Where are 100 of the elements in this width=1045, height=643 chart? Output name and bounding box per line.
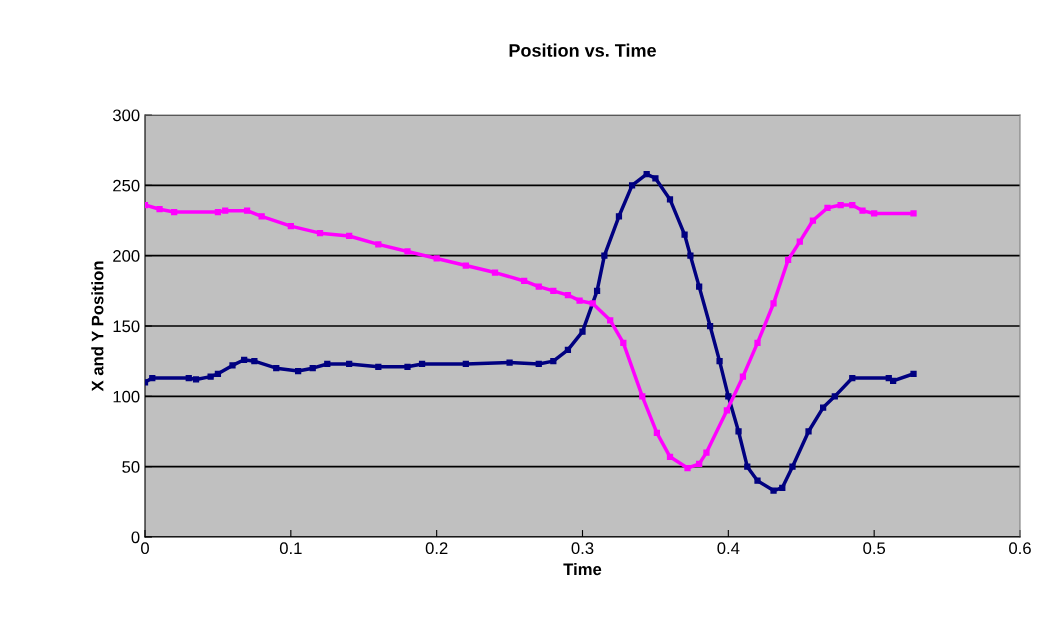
point (889, 377, 897, 384)
point (316, 230, 324, 237)
point (156, 206, 163, 213)
y-axis-title: X and Y Position (91, 261, 104, 392)
point (207, 373, 214, 380)
x-tick-label: 0.5 (863, 542, 886, 555)
point (770, 487, 777, 494)
point (628, 182, 636, 189)
point (535, 360, 542, 368)
point (696, 283, 703, 290)
point (666, 453, 674, 460)
point (809, 217, 817, 224)
point (716, 358, 723, 365)
point (222, 207, 229, 214)
x-tick-label: 0.3 (571, 542, 594, 555)
x-tick-label: 0.6 (1009, 542, 1031, 555)
point (684, 464, 691, 472)
point (754, 339, 761, 347)
x-axis-title: Time (563, 562, 602, 576)
point (725, 393, 732, 400)
point (346, 360, 353, 368)
point (652, 175, 659, 182)
point (696, 460, 703, 467)
point (666, 196, 674, 203)
point (258, 213, 265, 220)
point (653, 429, 661, 437)
point (375, 241, 382, 248)
point (185, 374, 192, 382)
point (620, 339, 627, 347)
x-tick-label: 0.1 (279, 542, 302, 555)
point (643, 170, 650, 178)
x-tick-label: 0.2 (425, 542, 448, 555)
point (462, 262, 469, 269)
point (346, 232, 353, 240)
point (849, 374, 856, 382)
point (251, 358, 258, 365)
point (564, 346, 572, 354)
point (789, 463, 796, 470)
point (287, 223, 294, 230)
point (192, 376, 200, 383)
point (805, 428, 812, 435)
point (491, 269, 499, 276)
point (849, 201, 856, 209)
point (859, 207, 866, 214)
point (309, 365, 316, 372)
point (294, 367, 302, 375)
point (506, 359, 513, 366)
y-tick-label: 0 (131, 531, 140, 544)
point (754, 477, 761, 484)
point (564, 291, 572, 299)
point (796, 238, 803, 245)
point (404, 363, 411, 370)
point (149, 374, 156, 382)
point (723, 407, 731, 414)
point (784, 256, 792, 264)
point (687, 252, 694, 259)
y-tick-label: 250 (113, 179, 140, 192)
point (871, 210, 878, 217)
point (462, 360, 469, 368)
y-tick-label: 150 (113, 320, 140, 333)
point (375, 363, 382, 370)
point (706, 322, 714, 330)
point (703, 449, 710, 456)
y-tick-label: 200 (113, 250, 140, 262)
point (601, 252, 608, 259)
point (735, 428, 742, 435)
point (744, 463, 751, 470)
point (779, 484, 786, 491)
point (550, 287, 557, 294)
point (521, 277, 528, 285)
chart-title: Position vs. Time (509, 43, 656, 57)
point (576, 297, 583, 304)
x-tick-label: 0 (141, 542, 149, 555)
point (229, 362, 236, 369)
point (241, 356, 248, 363)
point (615, 213, 623, 220)
point (770, 300, 777, 307)
point (324, 360, 331, 368)
point (171, 208, 178, 216)
point (910, 210, 917, 217)
point (831, 393, 838, 400)
point (819, 404, 827, 411)
y-tick-label: 100 (113, 390, 140, 403)
point (418, 360, 426, 368)
point (589, 300, 596, 307)
point (550, 358, 557, 365)
point (837, 201, 844, 209)
point (607, 317, 614, 324)
y-tick-label: 300 (112, 109, 140, 122)
point (739, 373, 747, 380)
point (273, 365, 280, 372)
point (681, 231, 688, 238)
point (824, 204, 831, 211)
point (535, 283, 542, 290)
point (639, 393, 646, 400)
point (593, 287, 601, 294)
point (910, 370, 917, 377)
point (214, 208, 222, 216)
point (404, 248, 411, 255)
point (579, 328, 586, 335)
